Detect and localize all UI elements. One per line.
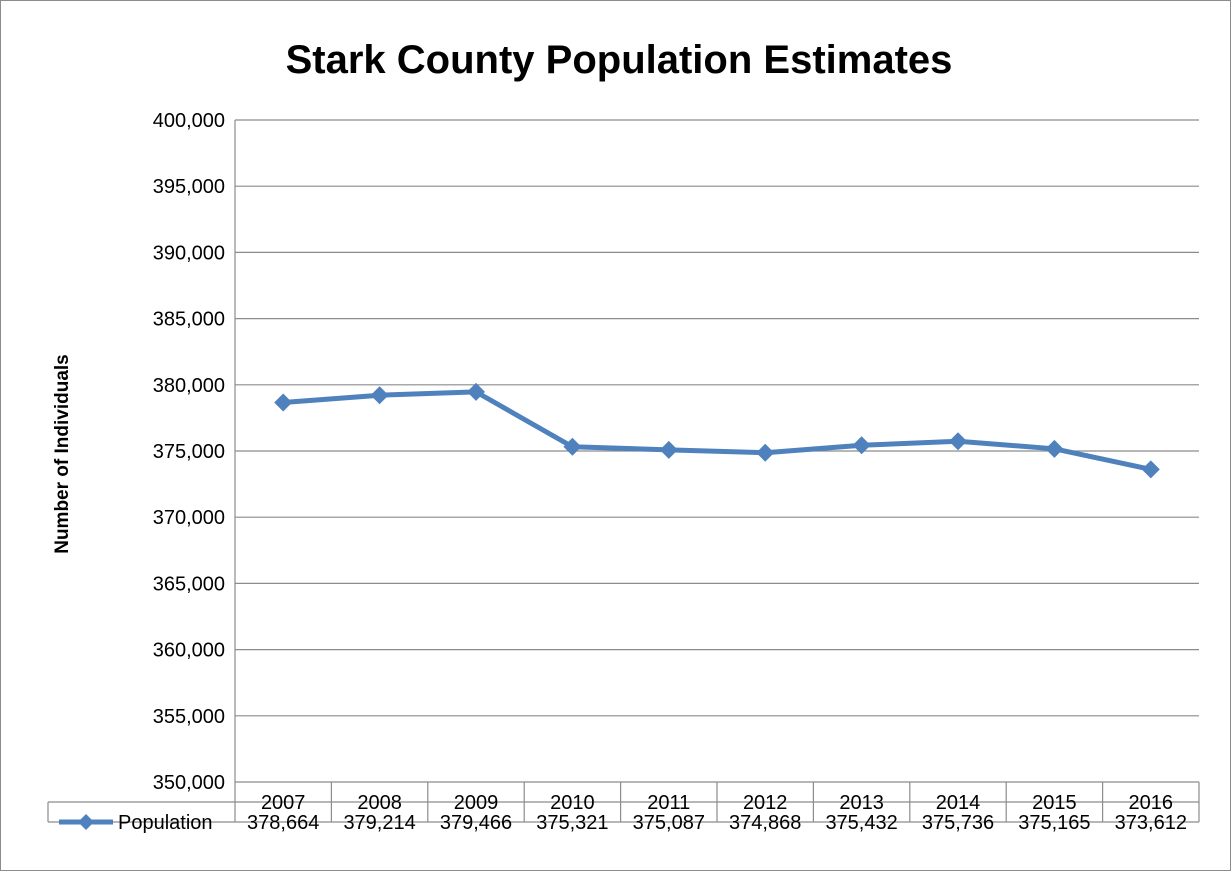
data-table: 2007 2008 2009 2010 2011 2012 2013 2014 2015 2016… [47, 781, 1200, 834]
x-tick-label: 2011 [647, 792, 690, 814]
y-tick-label: 400,000 [153, 110, 225, 132]
data-point-marker [659, 440, 678, 459]
y-tick-label: 370,000 [153, 507, 225, 529]
y-tick-label: 360,000 [153, 640, 225, 662]
x-tick-label: 2010 [550, 792, 595, 814]
legend-label: Population [118, 812, 213, 834]
y-tick-label: 395,000 [153, 176, 225, 198]
y-tick-label: 350,000 [153, 772, 225, 794]
data-label: 378,664 [247, 812, 319, 834]
data-point-marker [370, 386, 389, 405]
data-point-marker [1141, 460, 1160, 479]
data-label: 379,214 [343, 812, 415, 834]
x-tick-label: 2016 [1129, 792, 1174, 814]
data-label: 375,087 [633, 812, 705, 834]
data-label: 375,432 [825, 812, 897, 834]
data-label: 375,321 [536, 812, 608, 834]
x-tick-label: 2009 [454, 792, 499, 814]
x-tick-label: 2012 [743, 792, 788, 814]
y-tick-label: 365,000 [153, 573, 225, 595]
data-label: 374,868 [729, 812, 801, 834]
legend-marker [78, 814, 94, 830]
data-point-marker [563, 437, 582, 456]
data-label: 375,165 [1018, 812, 1090, 834]
y-axis-label: Number of Individuals [52, 354, 73, 554]
x-tick-label: 2008 [357, 792, 402, 814]
data-point-marker [852, 436, 871, 455]
data-label: 375,736 [922, 812, 994, 834]
data-point-marker [1045, 439, 1064, 458]
data-point-marker [949, 432, 967, 451]
series-markers [274, 382, 1160, 479]
y-tick-label: 375,000 [153, 441, 225, 463]
y-tick-label: 380,000 [153, 375, 225, 397]
data-point-marker [274, 393, 293, 412]
data-label: 373,612 [1115, 812, 1187, 834]
y-tick-label: 385,000 [153, 309, 225, 331]
data-point-marker [756, 443, 775, 462]
x-tick-label: 2015 [1032, 792, 1077, 814]
x-tick-label: 2007 [261, 792, 306, 814]
data-label: 379,466 [440, 812, 512, 834]
gridlines [234, 119, 1199, 822]
series-lines [283, 389, 1152, 472]
series-line-population [283, 389, 1152, 472]
data-point-marker [467, 382, 485, 401]
y-tick-label: 355,000 [153, 706, 225, 728]
x-tick-label: 2013 [839, 792, 884, 814]
chart-title: Stark County Population Estimates [286, 38, 953, 82]
x-tick-label: 2014 [936, 792, 981, 814]
y-axis-ticks: 350,000 355,000 360,000 365,000 370,000 375,0… [153, 110, 225, 794]
y-tick-label: 390,000 [153, 242, 225, 264]
